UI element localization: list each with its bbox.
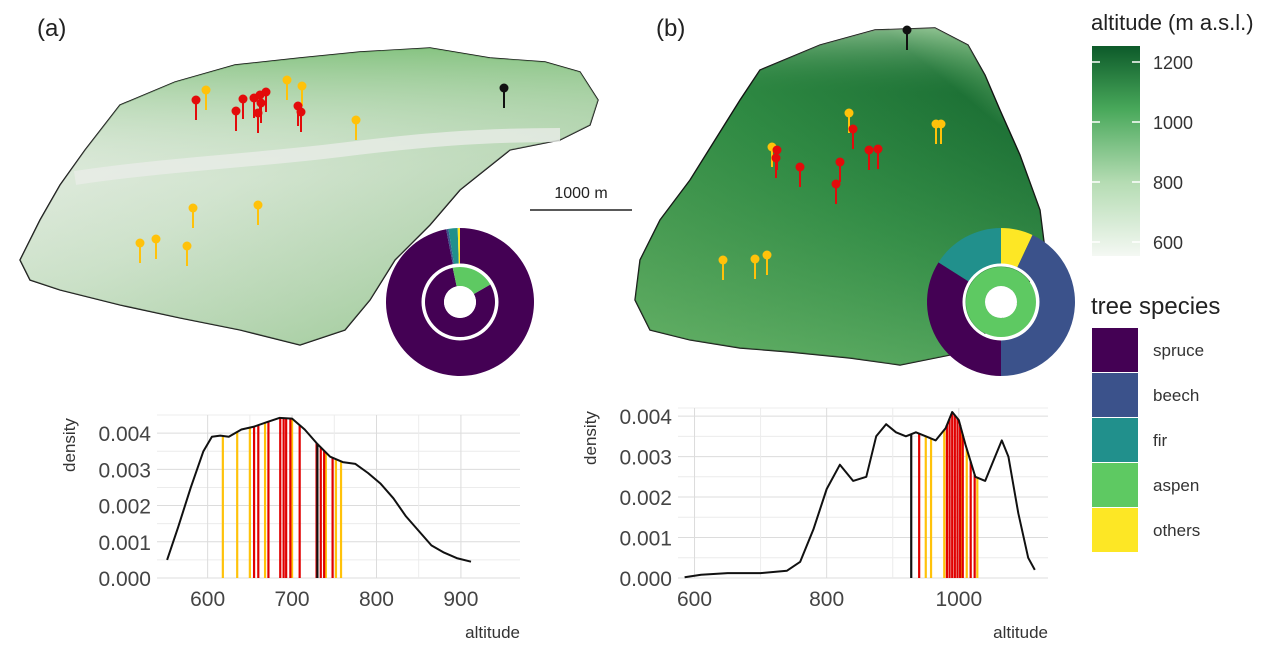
y-tick-label: 0.001 (619, 528, 672, 551)
map-pin-yellow (351, 115, 361, 140)
donut-slice-others (1001, 228, 1033, 268)
donut-chart-b (927, 228, 1076, 376)
donut-slice-beech (1001, 235, 1076, 376)
x-tick-label: 900 (443, 588, 478, 611)
donut-hole (985, 286, 1017, 318)
colorbar-tick-label: 1200 (1153, 53, 1193, 73)
density-plot-a: 0.000 0.001 0.002 0.003 0.004 600 700 800 900 alt… (60, 414, 520, 642)
map-pin-red (831, 179, 841, 204)
x-axis-label: altitude (465, 623, 520, 642)
x-tick-label: 1000 (935, 588, 982, 611)
donut-slice-aspen (966, 267, 1036, 337)
altitude-colorbar (1092, 46, 1140, 256)
density-plot-b: 0.000 0.001 0.002 0.003 0.004 600 800 1000 altit… (581, 406, 1048, 642)
legend-label-others: others (1153, 521, 1200, 540)
y-tick-label: 0.002 (98, 496, 151, 519)
donut-slice-aspen (452, 267, 491, 294)
map-pin-black (902, 25, 912, 50)
map-pin-yellow (201, 85, 211, 110)
map-pin-black (499, 83, 509, 108)
map-pin-red (231, 106, 241, 131)
legend-label-spruce: spruce (1153, 341, 1204, 360)
map-pin-red (864, 145, 874, 170)
legend-label-beech: beech (1153, 386, 1199, 405)
scale-bar: 1000 m (530, 185, 632, 211)
y-axis-label: density (581, 411, 600, 465)
donut-separator (421, 263, 499, 341)
map-pin-red (771, 153, 781, 178)
y-tick-label: 0.003 (619, 447, 672, 470)
x-tick-label: 800 (359, 588, 394, 611)
map-pin-red (848, 124, 858, 149)
legend-swatch-aspen (1092, 463, 1138, 507)
map-pin-yellow (718, 255, 728, 280)
map-pin-red (256, 98, 266, 123)
colorbar-tick-label: 1000 (1153, 113, 1193, 133)
species-legend-title: tree species (1091, 293, 1220, 320)
donut-hole (444, 286, 476, 318)
donut-chart-a (386, 228, 535, 377)
donut-slice-fir (448, 228, 459, 265)
species-legend: tree species spruce beech fir aspen others (1091, 293, 1220, 552)
map-pin-yellow (253, 200, 263, 225)
map-pin-red (296, 107, 306, 132)
map-pin-red (191, 95, 201, 120)
x-tick-label: 600 (190, 588, 225, 611)
x-tick-label: 600 (677, 588, 712, 611)
map-pin-yellow (282, 75, 292, 100)
donut-slice-beech (446, 228, 455, 265)
donut-slice-spruce (927, 262, 1001, 376)
legend-swatch-others (1092, 508, 1138, 552)
map-pin-yellow (188, 203, 198, 228)
colorbar-tick-label: 800 (1153, 173, 1183, 193)
map-pin-red (873, 144, 883, 169)
y-tick-label: 0.003 (98, 459, 151, 482)
y-tick-label: 0.004 (619, 406, 672, 429)
map-pin-yellow (762, 250, 772, 275)
map-pin-red (238, 94, 248, 119)
altitude-legend-title: altitude (m a.s.l.) (1091, 10, 1254, 35)
scale-bar-label: 1000 m (554, 185, 607, 202)
density-curve (166, 416, 472, 563)
map-pin-yellow (750, 254, 760, 279)
y-axis-label: density (60, 418, 79, 472)
map-pin-yellow (297, 81, 307, 106)
legend-label-aspen: aspen (1153, 476, 1199, 495)
density-curve (684, 411, 1036, 579)
map-markers (135, 25, 946, 280)
y-tick-label: 0.000 (619, 568, 672, 591)
terrain-map-a (19, 47, 599, 346)
panel-a-label: (a) (37, 15, 66, 42)
donut-separator (962, 263, 1040, 341)
donut-slice-fir (938, 228, 1001, 282)
map-pin-red (261, 87, 271, 112)
map-pin-yellow (151, 234, 161, 259)
legend-swatch-beech (1092, 373, 1138, 417)
map-pin-yellow (936, 119, 946, 144)
map-pin-yellow (182, 241, 192, 266)
y-tick-label: 0.004 (98, 423, 151, 446)
altitude-legend: altitude (m a.s.l.) 1200 1000 800 600 (1091, 10, 1254, 256)
colorbar-tick-label: 600 (1153, 233, 1183, 253)
donut-slice-others (457, 228, 460, 265)
donut-slice-spruce (425, 267, 495, 338)
x-axis-label: altitude (993, 623, 1048, 642)
legend-label-fir: fir (1153, 431, 1168, 450)
donut-slice-spruce (386, 228, 535, 377)
y-tick-label: 0.001 (98, 532, 151, 555)
y-tick-label: 0.000 (98, 568, 151, 591)
x-tick-label: 800 (809, 588, 844, 611)
legend-swatch-spruce (1092, 328, 1138, 372)
map-pin-yellow (135, 238, 145, 263)
map-pin-red (795, 162, 805, 187)
legend-swatch-fir (1092, 418, 1138, 462)
map-pin-red (835, 157, 845, 182)
y-tick-label: 0.002 (619, 487, 672, 510)
panel-b-label: (b) (656, 15, 685, 42)
x-tick-label: 700 (275, 588, 310, 611)
